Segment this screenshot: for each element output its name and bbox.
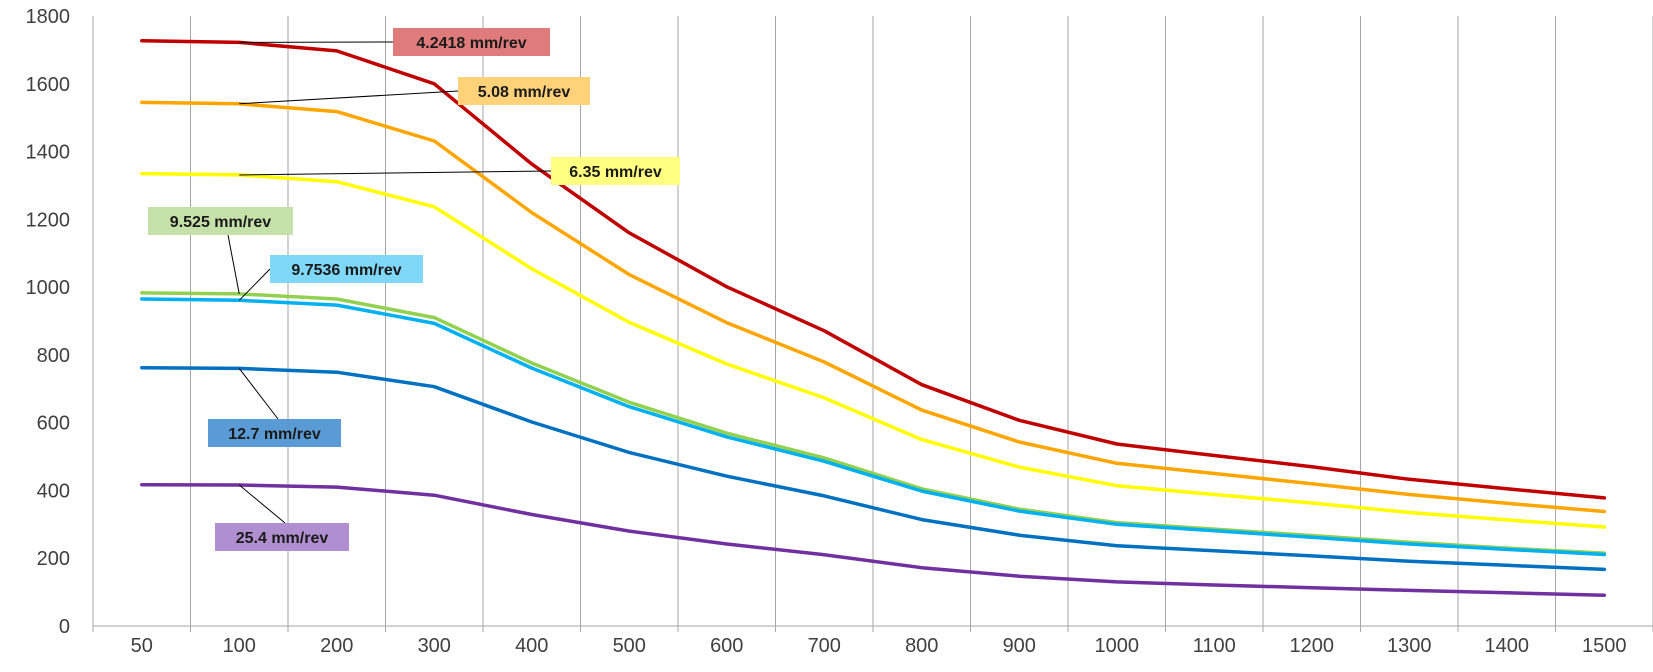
data-label-leader	[239, 90, 459, 105]
data-label-box	[393, 28, 550, 56]
x-tick-label: 700	[808, 635, 841, 657]
y-tick-label: 1400	[26, 142, 71, 164]
data-label: 9.525 mm/rev	[170, 214, 272, 231]
series-line	[140, 366, 1607, 572]
x-tick-label: 1000	[1095, 635, 1140, 657]
y-tick-label: 1000	[26, 277, 71, 299]
x-tick-label: 1300	[1387, 635, 1432, 657]
data-label-layer: 4.2418 mm/rev 5.08 mm/rev 6.35 mm/rev 9.525…	[148, 28, 680, 551]
data-label: 9.7536 mm/rev	[291, 262, 401, 279]
x-tick-label: 800	[905, 635, 938, 657]
x-tick-label: 500	[613, 635, 646, 657]
y-tick-label: 1200	[26, 209, 71, 231]
x-tick-label: 300	[418, 635, 451, 657]
data-label-box	[215, 523, 349, 551]
data-label-box	[551, 157, 680, 185]
series-line	[140, 38, 1607, 500]
data-label-box	[148, 207, 293, 235]
data-label-leader	[227, 234, 240, 294]
series-line	[140, 297, 1607, 557]
data-label-leader	[238, 368, 279, 420]
data-label: 4.2418 mm/rev	[416, 35, 526, 52]
x-tick-label: 900	[1003, 635, 1036, 657]
y-tick-label: 1800	[26, 6, 71, 28]
x-tick-label: 400	[515, 635, 548, 657]
data-label-leader	[238, 268, 271, 301]
data-label-box	[458, 77, 590, 105]
x-tick-label: 1200	[1290, 635, 1335, 657]
x-tick-label: 600	[710, 635, 743, 657]
y-tick-label: 800	[37, 345, 70, 367]
y-tick-label: 600	[37, 413, 70, 435]
x-tick-label: 1100	[1193, 635, 1236, 657]
data-label: 25.4 mm/rev	[236, 530, 329, 547]
data-label: 6.35 mm/rev	[569, 164, 662, 181]
x-tick-label: 50	[131, 635, 153, 657]
y-tick-label: 1600	[26, 74, 71, 96]
data-label-leader	[238, 484, 286, 524]
grid-layer	[92, 16, 1653, 626]
data-label: 5.08 mm/rev	[478, 84, 571, 101]
x-tick-label: 200	[320, 635, 353, 657]
data-label: 12.7 mm/rev	[228, 426, 321, 443]
data-label-box	[208, 419, 341, 447]
y-tick-label: 400	[37, 480, 70, 502]
series-line	[140, 100, 1607, 514]
y-axis: 0 200 400 600 800 1000 1200 1400 1600 1800	[26, 6, 71, 638]
series-layer	[140, 38, 1607, 597]
x-tick-label: 1500	[1582, 635, 1627, 657]
x-axis: 50 100 200 300 400 500 600 700 800 900 1000 1100 120…	[92, 625, 1653, 657]
data-label-leader	[239, 170, 552, 176]
x-tick-label: 100	[223, 635, 256, 657]
x-tick-label: 1400	[1485, 635, 1530, 657]
data-label-box	[270, 255, 423, 283]
series-line	[140, 171, 1607, 529]
y-tick-label: 200	[37, 548, 70, 570]
series-line	[140, 482, 1607, 597]
y-tick-label: 0	[59, 616, 70, 638]
